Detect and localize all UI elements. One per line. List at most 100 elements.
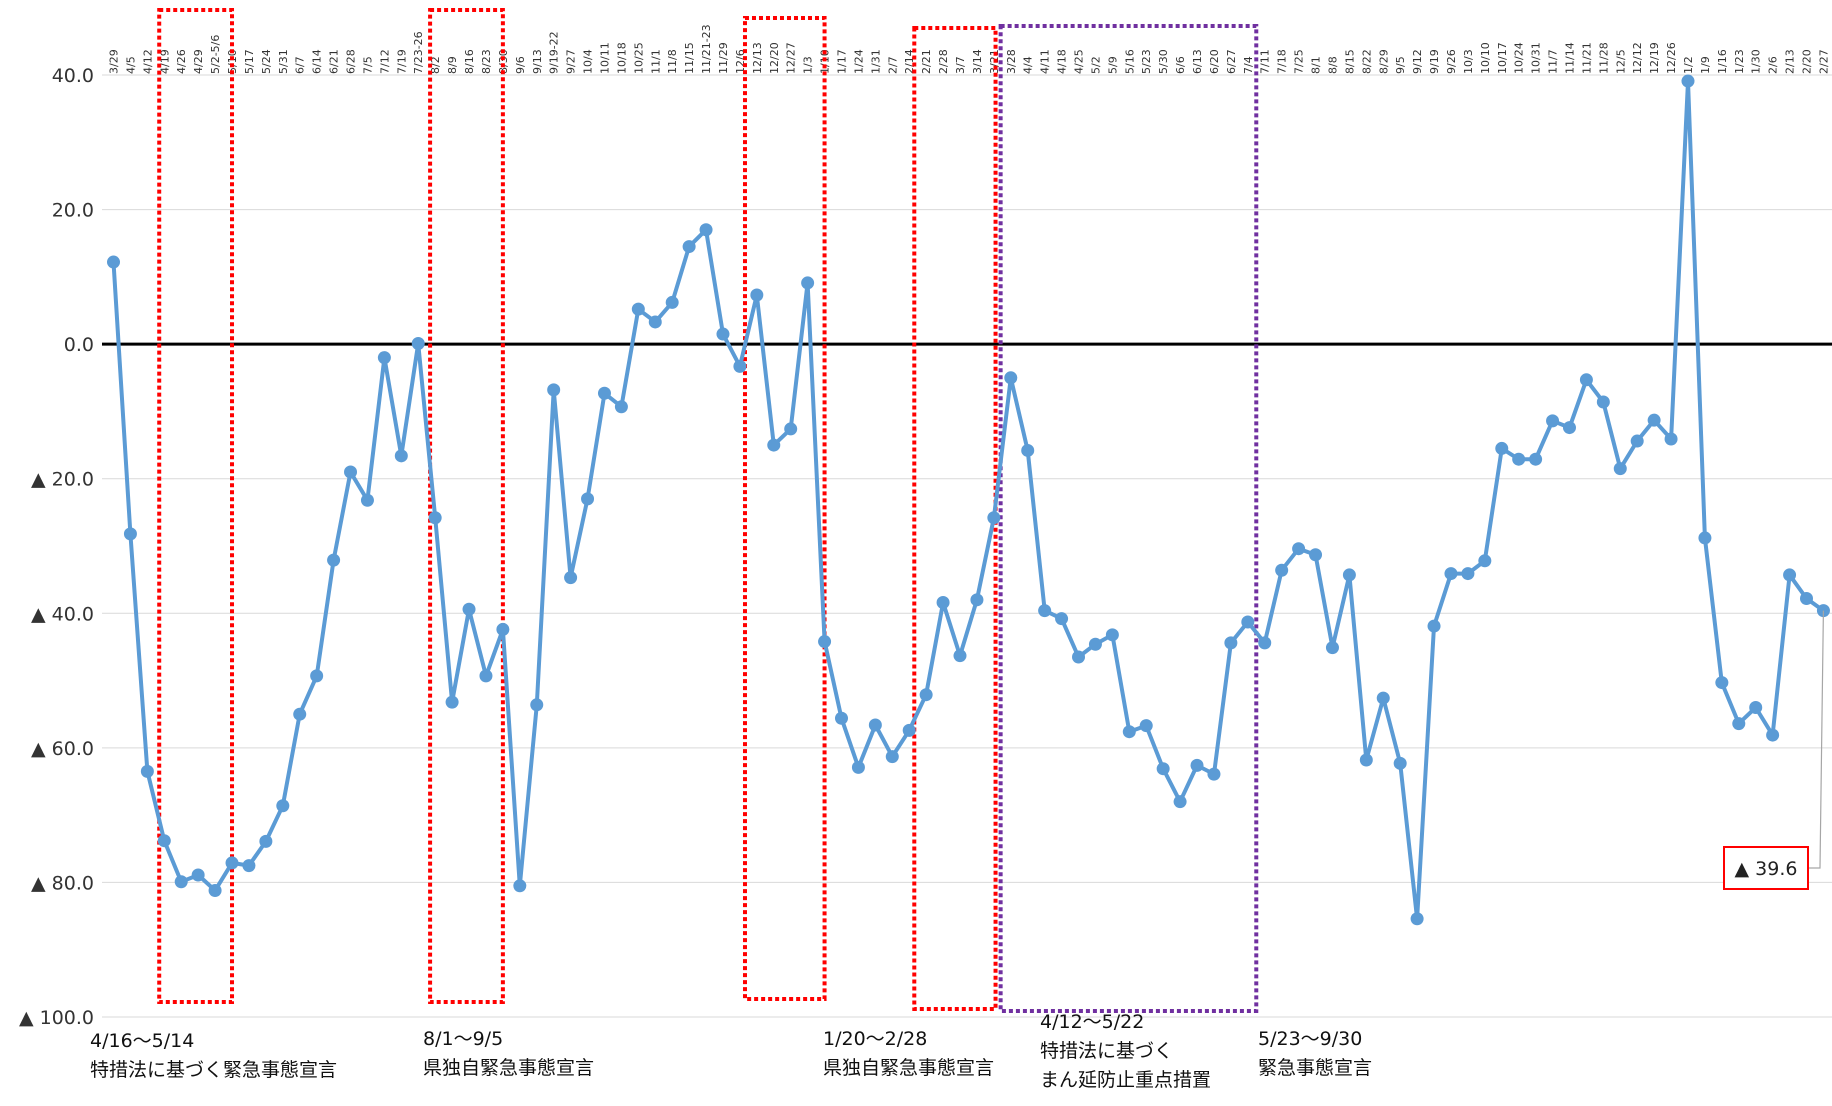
data-point bbox=[1461, 567, 1475, 581]
data-point bbox=[1732, 717, 1746, 731]
x-tick-label: 8/9 bbox=[446, 56, 459, 74]
data-point bbox=[1546, 414, 1560, 428]
x-tick-label: 4/5 bbox=[124, 56, 137, 74]
y-tick-label: ▲ 80.0 bbox=[31, 872, 94, 894]
x-tick-label: 5/24 bbox=[260, 49, 273, 74]
callout-label: ▲ 39.6 bbox=[1735, 858, 1798, 880]
data-point bbox=[394, 449, 408, 463]
period-box bbox=[912, 26, 998, 1011]
x-tick-label: 7/4 bbox=[1242, 56, 1255, 74]
x-tick-label: 7/18 bbox=[1276, 49, 1289, 74]
data-point bbox=[445, 695, 459, 709]
data-point bbox=[1495, 441, 1509, 455]
data-point bbox=[1393, 756, 1407, 770]
x-tick-label: 2/13 bbox=[1784, 49, 1797, 74]
x-tick-label: 1/30 bbox=[1750, 49, 1763, 74]
data-point bbox=[1715, 676, 1729, 690]
x-tick-label: 8/16 bbox=[463, 49, 476, 74]
data-point bbox=[1529, 452, 1543, 466]
x-tick-label: 3/28 bbox=[1005, 49, 1018, 74]
data-point bbox=[1309, 548, 1323, 562]
data-point bbox=[1088, 637, 1102, 651]
x-tick-label: 8/1 bbox=[1310, 56, 1323, 74]
period-annotation-line: 特措法に基づく bbox=[1040, 1040, 1173, 1062]
data-point bbox=[1004, 371, 1018, 385]
data-point bbox=[851, 760, 865, 774]
x-tick-label: 3/29 bbox=[108, 49, 121, 74]
x-tick-label: 12/26 bbox=[1665, 42, 1678, 74]
period-annotations: 4/16～5/14 特措法に基づく緊急事態宣言 8/1～9/5 県独自緊急事態宣言 1/… bbox=[90, 1011, 1372, 1091]
data-point bbox=[987, 511, 1001, 525]
period-annotation-line: 8/1～9/5 bbox=[423, 1028, 503, 1050]
data-point bbox=[530, 698, 544, 712]
data-point bbox=[1021, 443, 1035, 457]
x-tick-label: 9/13 bbox=[531, 49, 544, 74]
x-tick-label: 10/11 bbox=[598, 42, 611, 74]
data-point bbox=[293, 707, 307, 721]
period-annotation-line: まん延防止重点措置 bbox=[1040, 1069, 1211, 1091]
data-point bbox=[597, 386, 611, 400]
data-point bbox=[1783, 568, 1797, 582]
x-tick-label: 5/16 bbox=[1123, 49, 1136, 74]
y-tick-label: 0.0 bbox=[64, 334, 94, 356]
data-point bbox=[581, 492, 595, 506]
x-tick-label: 5/10 bbox=[226, 49, 239, 74]
x-tick-label: 8/22 bbox=[1360, 49, 1373, 74]
x-tick-label: 8/29 bbox=[1377, 49, 1390, 74]
callout-leader bbox=[1808, 610, 1824, 869]
x-tick-label: 1/10 bbox=[819, 49, 832, 74]
data-point bbox=[259, 834, 273, 848]
data-point bbox=[784, 422, 798, 436]
period-box bbox=[157, 8, 235, 1004]
data-point bbox=[953, 649, 967, 663]
y-tick-label: ▲ 20.0 bbox=[31, 469, 94, 491]
data-point bbox=[107, 255, 120, 269]
x-tick-label: 6/14 bbox=[311, 49, 324, 74]
x-tick-label: 9/26 bbox=[1445, 49, 1458, 74]
data-point bbox=[1444, 567, 1458, 581]
x-tick-label: 11/21-23 bbox=[700, 24, 713, 74]
y-tick-label: 20.0 bbox=[52, 200, 94, 222]
data-point bbox=[1427, 619, 1441, 633]
data-point bbox=[902, 723, 916, 737]
x-tick-label: 2/28 bbox=[937, 49, 950, 74]
data-point bbox=[208, 884, 222, 898]
period-box bbox=[742, 16, 827, 1001]
x-tick-label: 8/23 bbox=[480, 49, 493, 74]
x-tick-label: 5/31 bbox=[277, 49, 290, 74]
x-tick-label: 7/19 bbox=[395, 49, 408, 74]
data-point bbox=[479, 669, 493, 683]
data-point bbox=[496, 622, 510, 636]
x-tick-label: 12/5 bbox=[1614, 49, 1627, 74]
x-tick-label: 1/31 bbox=[869, 49, 882, 74]
x-tick-label: 4/11 bbox=[1039, 49, 1052, 74]
x-tick-label: 5/2 bbox=[1089, 56, 1102, 74]
x-axis-ticks: 3/29 4/5 4/12 4/19 4/26 4/29 5/2-5/6 5/10 5/17 5/… bbox=[108, 24, 1831, 74]
x-tick-label: 5/9 bbox=[1106, 56, 1119, 74]
x-tick-label: 7/25 bbox=[1293, 49, 1306, 74]
x-tick-label: 2/21 bbox=[920, 49, 933, 74]
data-point bbox=[818, 635, 832, 649]
x-tick-label: 5/30 bbox=[1157, 49, 1170, 74]
x-tick-label: 2/27 bbox=[1817, 49, 1830, 74]
period-annotation-line: 4/16～5/14 bbox=[90, 1030, 194, 1052]
data-point bbox=[1325, 641, 1339, 655]
data-point bbox=[1342, 568, 1356, 582]
data-point bbox=[1410, 912, 1424, 926]
x-tick-label: 6/7 bbox=[294, 56, 307, 74]
data-point bbox=[1292, 542, 1306, 556]
x-tick-label: 4/25 bbox=[1073, 49, 1086, 74]
data-point bbox=[1055, 612, 1069, 626]
data-point bbox=[123, 527, 137, 541]
x-tick-label: 7/11 bbox=[1259, 49, 1272, 74]
x-tick-label: 1/17 bbox=[835, 49, 848, 74]
data-point bbox=[716, 327, 730, 341]
data-point bbox=[1241, 615, 1255, 629]
y-tick-label: ▲ 40.0 bbox=[31, 603, 94, 625]
x-tick-label: 1/3 bbox=[802, 56, 815, 74]
period-box bbox=[428, 8, 505, 1004]
x-tick-label: 11/21 bbox=[1580, 42, 1593, 74]
data-point bbox=[428, 511, 442, 525]
data-point bbox=[1664, 432, 1678, 446]
